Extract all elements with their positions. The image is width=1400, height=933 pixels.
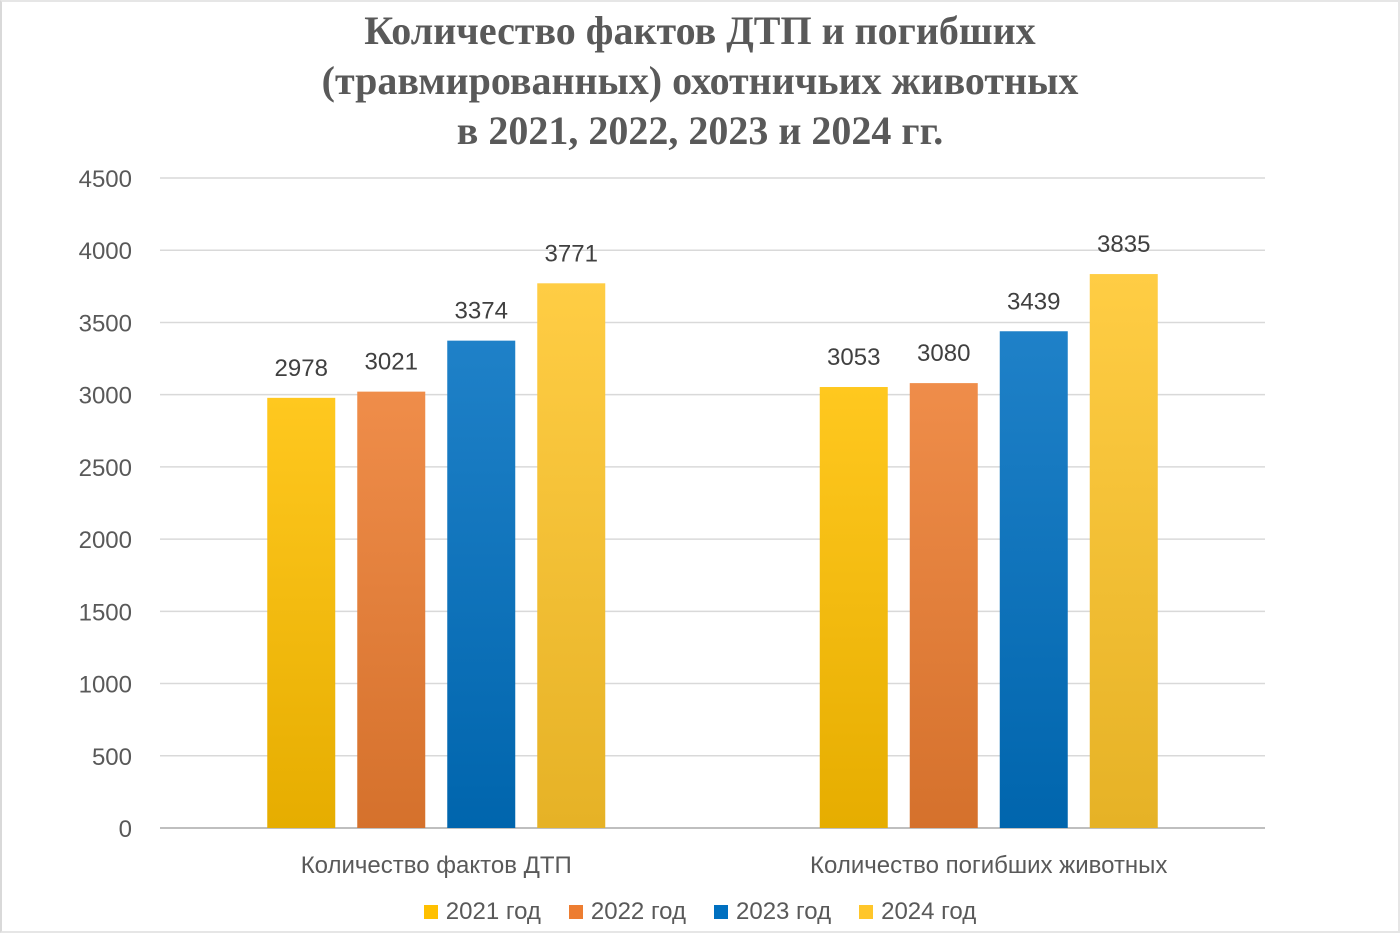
bar: [537, 283, 606, 828]
legend-label: 2023 год: [736, 898, 832, 925]
legend-item: 2024 год: [859, 898, 976, 926]
x-category-label: Количество погибших животных: [810, 852, 1167, 879]
y-tick-label: 4500: [79, 166, 132, 193]
bar-value-label: 3439: [1007, 288, 1060, 315]
bar: [999, 331, 1068, 828]
y-tick-label: 500: [92, 744, 132, 771]
y-tick-label: 3000: [79, 383, 132, 410]
y-axis-ticks: 0 500 1000 1500 2000 2500 3000 3500 4000 4500: [79, 166, 132, 843]
x-axis-categories: Количество фактов ДТП Количество погибших…: [301, 852, 1168, 879]
chart-title-line-1: Количество фактов ДТП и погибших: [364, 8, 1036, 53]
y-tick-label: 3500: [79, 310, 132, 337]
bar-value-label: 3771: [545, 240, 598, 267]
legend-label: 2022 год: [590, 898, 686, 925]
legend-label: 2021 год: [445, 898, 541, 925]
y-tick-label: 2500: [79, 455, 132, 482]
bar: [909, 383, 978, 828]
y-tick-label: 4000: [79, 238, 132, 265]
bar-value-label: 3021: [365, 349, 418, 376]
legend-swatch: [568, 905, 583, 919]
bar: [1089, 274, 1158, 828]
x-category-label: Количество фактов ДТП: [301, 852, 572, 879]
data-labels: 2978 3021 3374 3771 3053 3080 3439 3835: [275, 231, 1151, 382]
bar: [267, 397, 336, 828]
chart-title-line-2: (травмированных) охотничьих животных: [321, 58, 1079, 103]
legend-swatch: [859, 905, 874, 919]
y-tick-label: 1500: [79, 599, 132, 626]
bar: [447, 340, 516, 828]
y-tick-label: 0: [119, 816, 132, 843]
bar: [819, 387, 888, 828]
chart-title: Количество фактов ДТП и погибших (травми…: [200, 6, 1200, 156]
bar-value-label: 3374: [455, 298, 508, 325]
legend-label: 2024 год: [881, 898, 977, 925]
bar-value-label: 2978: [275, 355, 328, 382]
legend-swatch: [423, 905, 438, 919]
legend-item: 2023 год: [714, 898, 831, 926]
legend-swatch: [714, 905, 728, 919]
legend: 2021 год 2022 год 2023 год 2024 год: [0, 898, 1400, 926]
gridlines: [160, 177, 1265, 829]
chart-title-line-3: в 2021, 2022, 2023 и 2024 гг.: [456, 108, 944, 153]
bar: [357, 391, 426, 828]
y-tick-label: 2000: [79, 527, 132, 554]
bars: [267, 274, 1158, 828]
bar-value-label: 3835: [1097, 231, 1150, 258]
bar-value-label: 3080: [917, 340, 970, 367]
legend-item: 2022 год: [568, 898, 686, 926]
y-tick-label: 1000: [79, 672, 132, 699]
legend-item: 2021 год: [423, 898, 541, 926]
bar-value-label: 3053: [827, 344, 880, 371]
